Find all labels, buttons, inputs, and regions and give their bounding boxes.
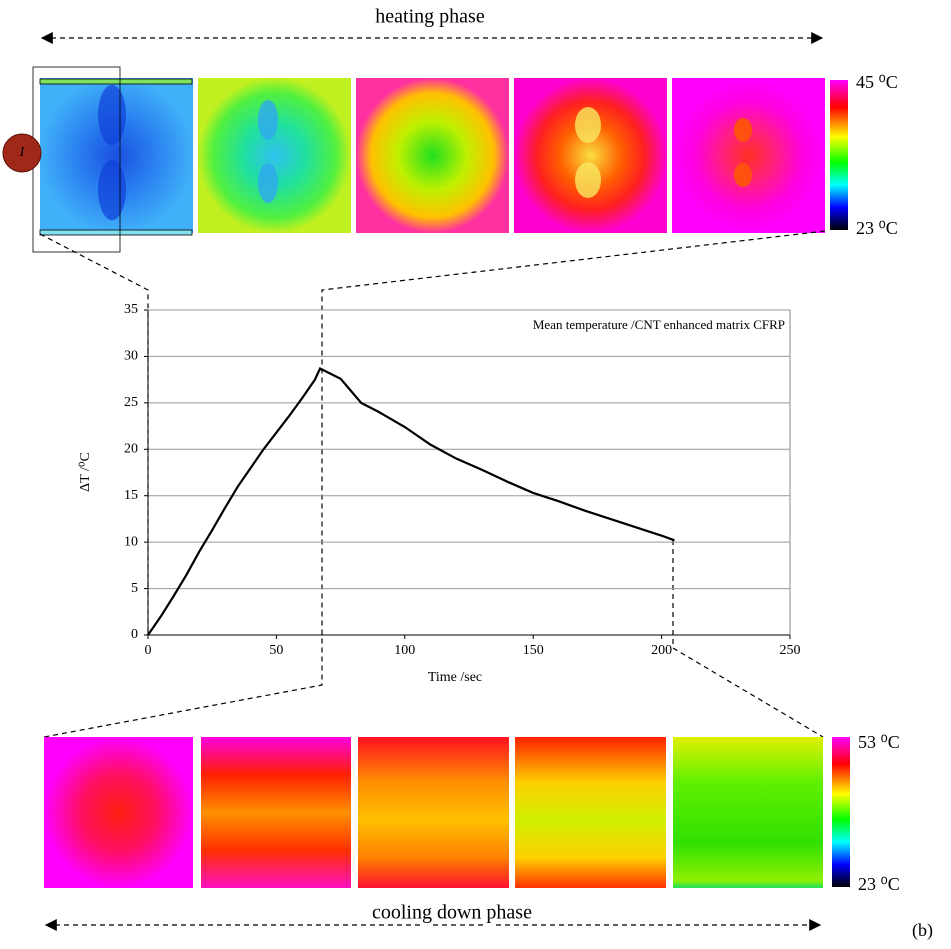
cooling-images xyxy=(44,737,823,888)
x-axis-label: Time /sec xyxy=(428,670,482,685)
y-tick-label: 25 xyxy=(124,395,138,410)
y-tick-label: 15 xyxy=(124,488,138,503)
data-line xyxy=(147,367,675,636)
colorbar xyxy=(830,80,848,230)
current-source xyxy=(2,133,42,173)
colorbar xyxy=(832,737,850,887)
current-label: I xyxy=(19,145,26,160)
x-tick-label: 250 xyxy=(780,643,801,658)
y-tick-label: 5 xyxy=(131,581,138,596)
x-tick-label: 150 xyxy=(523,643,544,658)
y-axis-label: ΔT /⁰C xyxy=(78,452,93,492)
plot-frame xyxy=(147,309,791,636)
x-tick-label: 200 xyxy=(651,643,672,658)
x-tick-label: 50 xyxy=(269,643,283,658)
y-tick-label: 30 xyxy=(124,349,138,364)
scale-max: 53 ⁰C xyxy=(858,732,900,752)
x-tick-label: 0 xyxy=(145,643,152,658)
connectors xyxy=(39,230,826,738)
annotation: Mean temperature /CNT enhanced matrix CF… xyxy=(533,317,785,332)
panel-label: (b) xyxy=(912,920,933,941)
y-tick-label: 35 xyxy=(124,302,138,317)
cooling-label: cooling down phase xyxy=(372,902,532,924)
y-tick-label: 10 xyxy=(124,534,138,549)
scale-min: 23 ⁰C xyxy=(856,218,898,238)
y-tick-label: 0 xyxy=(131,627,138,642)
x-tick-label: 100 xyxy=(394,643,415,658)
scale-min: 23 ⁰C xyxy=(858,874,900,894)
y-tick-label: 20 xyxy=(124,442,138,457)
heating-images xyxy=(32,66,825,253)
scale-max: 45 ⁰C xyxy=(856,72,898,92)
heating-label: heating phase xyxy=(375,6,485,28)
